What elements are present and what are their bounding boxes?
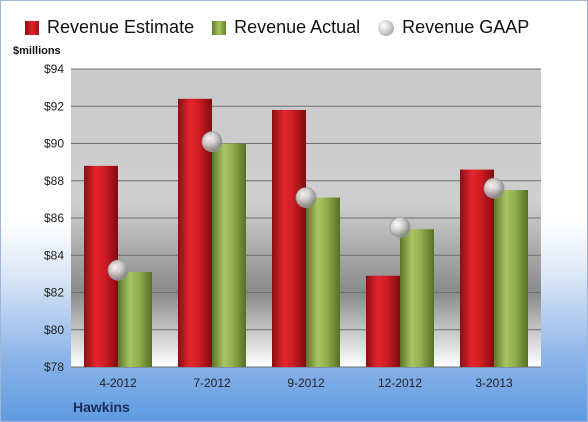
- estimate-bar: [272, 109, 306, 367]
- y-tick-label: $88: [44, 174, 64, 188]
- y-tick-label: $82: [44, 286, 64, 300]
- y-tick-label: $86: [44, 211, 64, 225]
- actual-bar: [306, 197, 340, 367]
- estimate-bar: [460, 169, 494, 367]
- gaap-markers: [107, 131, 505, 281]
- gaap-marker: [483, 177, 505, 199]
- y-axis-ticks: $78 $80 $82 $84 $86 $88 $90 $92 $94: [44, 62, 64, 374]
- legend-item-actual: Revenue Actual: [212, 17, 360, 38]
- x-tick-label: 7-2012: [193, 376, 231, 390]
- actual-bar: [118, 272, 152, 367]
- y-tick-label: $92: [44, 99, 64, 113]
- legend-label-actual: Revenue Actual: [234, 17, 361, 37]
- x-tick-label: 3-2013: [475, 376, 513, 390]
- x-axis-ticks: 4-2012 7-2012 9-2012 12-2012 3-2013: [99, 376, 513, 390]
- y-tick-label: $90: [44, 137, 64, 151]
- gaap-marker: [295, 187, 317, 208]
- gaap-marker: [201, 131, 223, 153]
- actual-bar: [212, 143, 246, 367]
- legend: Revenue Estimate Revenue Actual Revenue …: [25, 17, 547, 38]
- legend-swatch-estimate: [25, 20, 39, 35]
- y-tick-label: $84: [44, 248, 64, 262]
- x-tick-label: 12-2012: [378, 376, 422, 390]
- x-tick-label: 9-2012: [287, 376, 325, 390]
- y-tick-label: $80: [44, 323, 64, 337]
- bars: [84, 98, 528, 368]
- y-axis-unit-label: $millions: [13, 45, 61, 57]
- gaap-marker: [389, 216, 411, 238]
- actual-bar: [494, 190, 528, 367]
- y-tick-label: $94: [44, 62, 64, 76]
- estimate-bar: [366, 275, 400, 367]
- y-tick-label: $78: [44, 360, 64, 374]
- legend-swatch-actual: [212, 20, 227, 35]
- gaap-marker: [107, 259, 129, 281]
- company-name: Hawkins: [73, 399, 130, 415]
- legend-swatch-gaap: [378, 19, 395, 36]
- legend-label-gaap: Revenue GAAP: [402, 17, 530, 37]
- actual-bar: [400, 229, 434, 367]
- legend-item-estimate: Revenue Estimate: [25, 17, 194, 38]
- legend-label-estimate: Revenue Estimate: [47, 17, 195, 37]
- legend-item-gaap: Revenue GAAP: [378, 17, 529, 38]
- x-tick-label: 4-2012: [99, 376, 137, 390]
